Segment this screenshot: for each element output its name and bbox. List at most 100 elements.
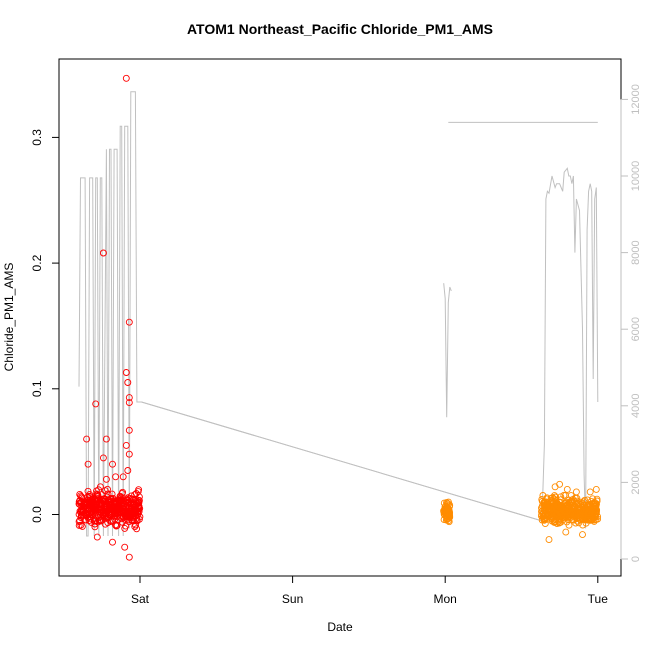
data-point [75, 500, 83, 508]
data-point [76, 507, 84, 515]
data-point [93, 487, 100, 495]
data-point [584, 496, 591, 504]
secondary-line [78, 91, 599, 537]
data-point [135, 515, 143, 523]
data-point [102, 509, 110, 517]
x-tick-label: Sat [131, 592, 150, 606]
data-point [114, 504, 122, 512]
data-point [552, 493, 560, 501]
data-point [548, 517, 556, 525]
data-point [576, 506, 583, 513]
data-point [551, 500, 559, 508]
data-point [112, 473, 120, 481]
data-point [99, 454, 107, 462]
data-point [75, 521, 83, 529]
data-point [105, 504, 113, 511]
data-point [77, 492, 85, 500]
data-point [542, 506, 550, 514]
secondary-y-tick-label: 12000 [630, 84, 642, 115]
data-point [91, 495, 99, 503]
data-point [563, 485, 571, 493]
data-point [91, 507, 99, 515]
data-point [551, 483, 559, 491]
data-point [562, 528, 570, 536]
data-point [125, 399, 133, 407]
data-point [106, 502, 114, 510]
y-tick-label: 0.1 [30, 380, 44, 397]
data-point [86, 514, 94, 522]
secondary-y-tick-label: 10000 [630, 161, 642, 192]
x-tick-label: Mon [434, 592, 457, 606]
data-point [115, 497, 122, 505]
data-point [562, 513, 570, 521]
data-point [125, 553, 133, 561]
data-point [108, 490, 116, 498]
data-point [122, 441, 130, 449]
data-point [123, 496, 131, 504]
data-point [586, 505, 594, 513]
data-point [83, 435, 91, 443]
data-point [133, 525, 141, 533]
data-point [99, 249, 107, 257]
data-point [82, 516, 90, 524]
data-point [122, 369, 130, 376]
data-point [91, 505, 99, 513]
data-point [104, 485, 111, 493]
data-point [113, 522, 121, 529]
data-point [592, 516, 600, 524]
data-point [92, 400, 100, 408]
data-point [119, 473, 127, 481]
data-point [572, 519, 580, 527]
secondary-y-tick-label: 6000 [630, 317, 642, 341]
data-point [565, 521, 573, 529]
data-point [109, 538, 116, 546]
data-point [569, 509, 576, 517]
data-point [134, 488, 142, 496]
data-point [581, 496, 589, 504]
data-point [592, 485, 600, 493]
data-point [538, 516, 546, 524]
data-point [80, 500, 87, 508]
data-point [78, 522, 86, 530]
data-point [84, 460, 92, 468]
secondary-y-tick-label: 8000 [630, 240, 642, 264]
data-point [125, 498, 133, 506]
data-point [557, 493, 565, 501]
data-point [132, 505, 140, 513]
secondary-line-segment [141, 401, 542, 522]
data-point [545, 536, 553, 544]
data-point [125, 450, 133, 458]
data-point [123, 513, 130, 521]
data-point [132, 521, 140, 529]
data-point [539, 492, 547, 499]
data-point [109, 460, 116, 468]
data-point [125, 426, 133, 434]
data-point [94, 518, 102, 526]
data-point [586, 488, 594, 496]
data-point [112, 522, 120, 530]
data-point [572, 488, 580, 496]
data-point [549, 514, 557, 521]
data-point [97, 501, 105, 509]
data-point [125, 394, 133, 402]
data-point [441, 505, 449, 513]
chart-title: ATOM1 Northeast_Pacific Chloride_PM1_AMS [187, 21, 493, 37]
data-point [579, 531, 586, 539]
y-axis-label: Chloride_PM1_AMS [2, 263, 16, 372]
data-point [127, 492, 135, 500]
data-point [555, 517, 563, 525]
data-point [587, 515, 595, 522]
data-point [135, 497, 142, 505]
data-point [119, 488, 127, 496]
data-point [111, 515, 119, 523]
plot-content: 0.0 0.1 0.2 0.3 0 2000 4000 6000 8000 10000 12000 S… [30, 74, 642, 606]
data-point [444, 504, 452, 512]
data-point [572, 510, 580, 518]
secondary-y-tick-label: 2000 [630, 470, 642, 494]
data-point [556, 480, 564, 488]
data-point [125, 318, 133, 326]
data-point [95, 517, 103, 524]
data-point [114, 508, 122, 516]
data-point [121, 543, 129, 551]
data-point [96, 483, 104, 491]
